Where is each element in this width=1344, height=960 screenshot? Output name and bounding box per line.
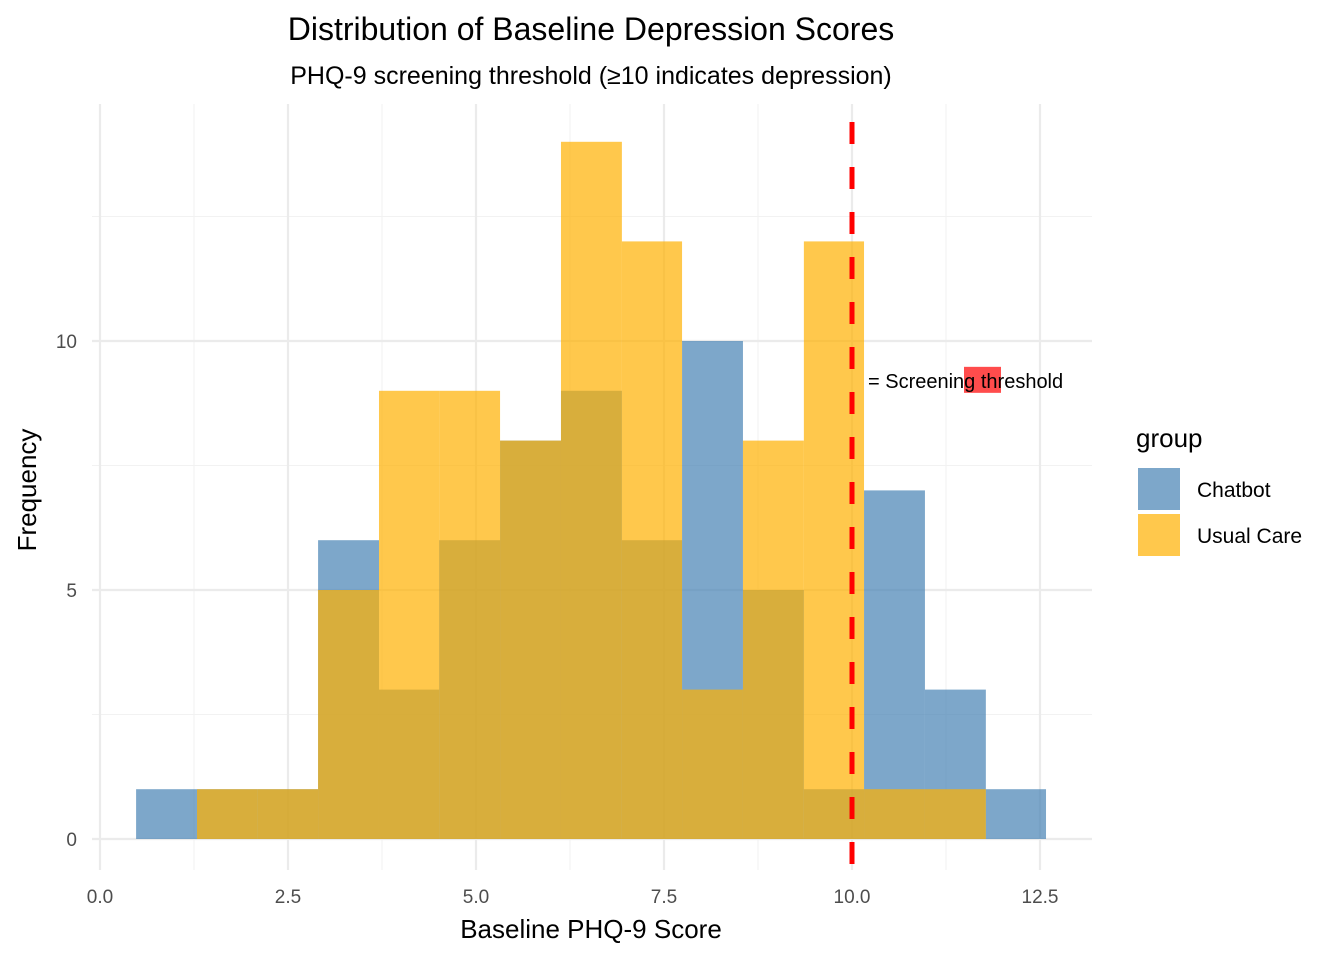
legend-swatch-chatbot <box>1138 468 1180 510</box>
threshold-line-group: = Screening threshold <box>849 122 1063 876</box>
y-tick-label: 10 <box>56 332 77 353</box>
bar-usual-care <box>560 141 622 840</box>
chart-title: Distribution of Baseline Depression Scor… <box>288 11 895 47</box>
legend-title: group <box>1136 423 1203 453</box>
legend-label-chatbot: Chatbot <box>1197 479 1271 502</box>
bar-usual-care <box>924 789 986 839</box>
y-tick-label: 5 <box>66 581 77 602</box>
x-tick-label: 0.0 <box>87 887 113 908</box>
bar-usual-care <box>742 440 804 839</box>
bar-usual-care <box>257 789 319 839</box>
bar-chatbot <box>985 789 1047 839</box>
chart-subtitle: PHQ-9 screening threshold (≥10 indicates… <box>290 62 892 90</box>
x-axis-ticks: 0.0 2.5 5.0 7.5 10.0 12.5 <box>87 887 1059 908</box>
threshold-label: = Screening threshold <box>868 371 1063 393</box>
bar-usual-care <box>318 590 379 839</box>
x-tick-label: 7.5 <box>651 887 677 908</box>
bar-usual-care <box>378 390 440 839</box>
bar-chatbot <box>864 490 925 839</box>
y-axis-title: Frequency <box>12 429 42 552</box>
y-tick-label: 0 <box>66 830 77 851</box>
x-tick-label: 10.0 <box>834 887 871 908</box>
bar-usual-care <box>197 789 258 839</box>
bar-chatbot <box>136 789 198 839</box>
x-tick-label: 5.0 <box>463 887 489 908</box>
bar-usual-care <box>682 689 743 839</box>
bar-usual-care <box>864 789 925 839</box>
bar-usual-care <box>621 241 683 839</box>
legend-swatch-usual-care <box>1138 514 1180 556</box>
legend-label-usual-care: Usual Care <box>1197 525 1302 548</box>
histogram-bars <box>136 141 1047 840</box>
legend: group Chatbot Usual Care <box>1136 423 1302 556</box>
x-tick-label: 12.5 <box>1022 887 1059 908</box>
bar-usual-care <box>803 241 865 839</box>
y-axis-ticks: 0 5 10 <box>56 332 77 851</box>
bar-usual-care <box>439 390 501 839</box>
threshold-legend-key <box>964 366 1001 393</box>
x-tick-label: 2.5 <box>275 887 301 908</box>
bar-usual-care <box>500 440 561 839</box>
x-axis-title: Baseline PHQ-9 Score <box>460 914 722 944</box>
